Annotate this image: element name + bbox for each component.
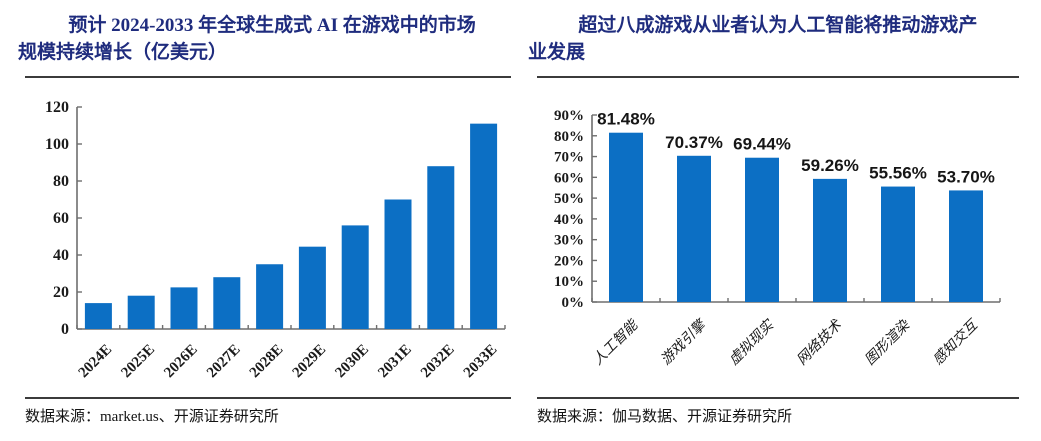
bar (213, 277, 241, 329)
x-category-label: 2033E (461, 342, 501, 382)
bar-value-label: 53.70% (937, 167, 995, 186)
data-source: 数据来源：market.us、开源证券研究所 (25, 409, 279, 425)
bar (170, 287, 198, 329)
bar-chart-market-size: 0 20 40 60 80 100 120 2024E 2025E 2026E 2027E 2028E… (45, 99, 506, 382)
chart-title: 预计 2024-2033 年全球生成式 AI 在游戏中的市场 规模持续增长（亿美… (18, 12, 512, 66)
bar (745, 157, 779, 302)
x-category-label: 2029E (290, 342, 330, 382)
bar (384, 199, 412, 329)
chart-title-line: 规模持续增长（亿美元） (18, 42, 228, 63)
x-category-label: 2028E (247, 342, 287, 382)
y-tick-label: 100 (45, 136, 69, 153)
chart-title-line: 超过八成游戏从业者认为人工智能将推动游戏产 (578, 15, 978, 36)
bar (127, 295, 155, 329)
divider (537, 397, 1019, 399)
x-category-label: 2027E (204, 342, 244, 382)
y-tick-label: 40% (554, 212, 584, 228)
y-tick-label: 70% (554, 150, 584, 166)
bar (881, 186, 915, 302)
x-category-label: 2031E (375, 342, 415, 382)
y-tick-label: 30% (554, 233, 584, 249)
x-category-label: 2032E (418, 342, 458, 382)
x-category-label: 图形渲染 (862, 316, 914, 368)
left-chart-panel: 预计 2024-2033 年全球生成式 AI 在游戏中的市场 规模持续增长（亿美… (0, 0, 520, 441)
y-tick-label: 0% (562, 295, 585, 311)
y-tick-label: 20 (53, 284, 69, 301)
y-tick-label: 120 (45, 99, 69, 116)
bar (427, 166, 455, 329)
x-category-label: 2026E (161, 342, 201, 382)
bar (256, 264, 284, 329)
divider (25, 76, 511, 78)
x-category-label: 2025E (118, 342, 158, 382)
y-tick-label: 80 (53, 173, 69, 190)
bar (949, 190, 983, 302)
chart-title-line: 预计 2024-2033 年全球生成式 AI 在游戏中的市场 (68, 15, 476, 36)
bar (677, 155, 711, 302)
y-tick-label: 0 (61, 321, 69, 338)
bar-value-label: 70.37% (665, 133, 723, 152)
x-category-label: 2024E (76, 342, 116, 382)
data-source: 数据来源：伽马数据、开源证券研究所 (537, 409, 793, 425)
bar-chart-survey: 0% 10% 20% 30% 40% 50% 60% 70% 80% 90% 人工智能 81.48% 游… (554, 108, 1001, 368)
x-category-label: 感知交互 (930, 316, 982, 368)
bar (341, 225, 369, 329)
y-tick-label: 50% (554, 191, 584, 207)
x-category-label: 网络技术 (794, 316, 846, 368)
y-tick-label: 80% (554, 129, 584, 145)
bar (84, 303, 112, 329)
divider (25, 397, 511, 399)
bar (470, 123, 498, 330)
chart-title-line: 业发展 (528, 42, 586, 63)
bar-value-label: 55.56% (869, 164, 927, 183)
x-category-label: 虚拟现实 (726, 316, 778, 368)
divider (537, 76, 1019, 78)
x-category-label: 人工智能 (590, 316, 642, 368)
y-tick-label: 20% (554, 253, 584, 269)
y-tick-label: 40 (53, 247, 69, 264)
y-tick-label: 60% (554, 170, 584, 186)
y-tick-label: 90% (554, 108, 584, 124)
y-tick-label: 60 (53, 210, 69, 227)
x-category-label: 游戏引擎 (658, 316, 710, 368)
bar-value-label: 59.26% (801, 156, 859, 175)
bar (609, 132, 643, 302)
x-category-label: 2030E (332, 342, 372, 382)
right-chart-panel: 超过八成游戏从业者认为人工智能将推动游戏产 业发展 0% 10% 20% 30% 40%… (520, 0, 1041, 441)
y-tick-label: 10% (554, 274, 584, 290)
bar-value-label: 81.48% (597, 110, 655, 129)
bar-value-label: 69.44% (733, 135, 791, 154)
bar (298, 246, 326, 329)
chart-title: 超过八成游戏从业者认为人工智能将推动游戏产 业发展 (528, 12, 1022, 66)
bar (813, 178, 847, 302)
